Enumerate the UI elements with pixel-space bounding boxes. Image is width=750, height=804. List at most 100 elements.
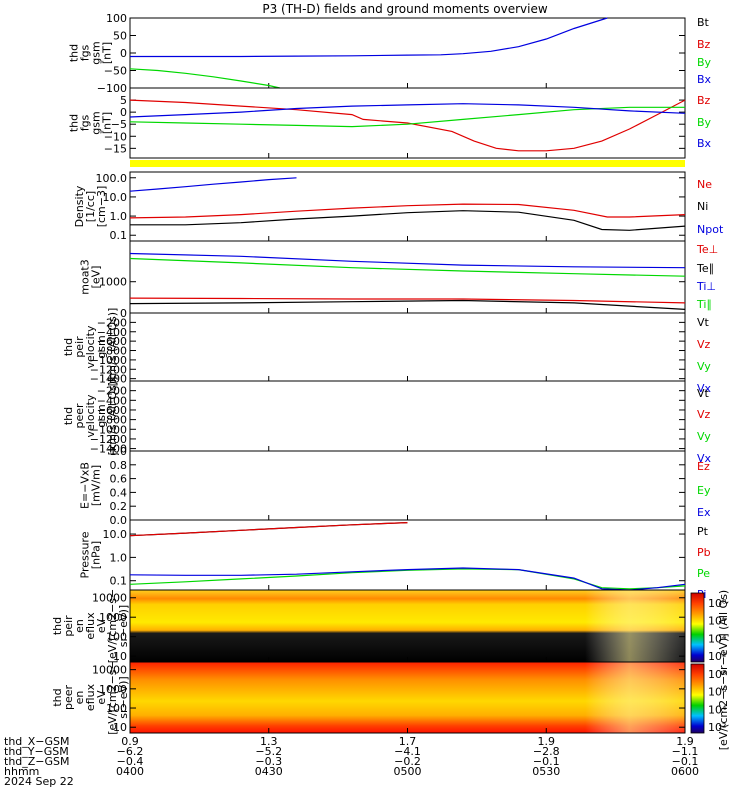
colorbar-tick-label: 10⁸ xyxy=(708,597,727,610)
y-axis-label: en xyxy=(73,619,86,633)
legend-entry: Vy xyxy=(697,430,711,443)
legend-entry: By xyxy=(697,116,712,129)
series-fgs-By xyxy=(129,68,281,89)
y-tick-label: 0.2 xyxy=(110,500,128,513)
y-tick-label: 10.0 xyxy=(103,528,128,541)
y-axis-label: Pressure xyxy=(79,531,92,578)
y-axis-label: fgs xyxy=(79,44,92,61)
ephemeris-value: −0.4 xyxy=(117,755,144,768)
ephemeris-value: 0530 xyxy=(532,765,560,778)
ephemeris-value: 1.3 xyxy=(260,735,278,748)
legend-entry: Npot xyxy=(697,223,724,236)
panel-frame-density xyxy=(129,171,686,242)
legend-entry: Ex xyxy=(697,506,711,519)
ephemeris-value: −0.2 xyxy=(394,755,421,768)
y-tick-label: 100 xyxy=(106,12,127,25)
series-fgs-zoom-Bx xyxy=(129,103,686,118)
y-tick-label: 1.0 xyxy=(110,210,128,223)
series-temp-Ti∥ xyxy=(129,257,686,277)
y-axis-label: peir xyxy=(62,615,75,637)
y-tick-label: −1400 xyxy=(90,443,127,456)
series-temp-Te∥ xyxy=(129,299,686,310)
y-tick-label: 100 xyxy=(106,702,127,715)
y-tick-label: −1400 xyxy=(90,373,127,386)
colorbar xyxy=(690,592,705,663)
y-tick-label: 5 xyxy=(120,94,127,107)
y-axis-label: en xyxy=(73,691,86,705)
colorbar-label: [eV/(cm2−s−sr−eV)] (All Qs) xyxy=(717,590,730,750)
ephemeris-value: 0500 xyxy=(394,765,422,778)
y-tick-label: 0.0 xyxy=(110,514,128,527)
y-axis-label: [nT] xyxy=(101,112,114,134)
y-axis-label: E=−VxB xyxy=(79,462,92,509)
ephemeris-value: −1.1 xyxy=(672,745,699,758)
ephemeris-value: 0400 xyxy=(116,765,144,778)
series-temp-Te⊥ xyxy=(129,297,686,304)
y-tick-label: 0 xyxy=(120,106,127,119)
legend-entry: Bz xyxy=(697,38,711,51)
legend-entry: Vy xyxy=(697,360,711,373)
series-density-Npot xyxy=(129,177,297,192)
colorbar-tick-label: 10⁴ xyxy=(708,703,727,716)
series-temp-Ti⊥ xyxy=(129,252,686,269)
colorbar xyxy=(690,663,705,734)
series-density-Ni xyxy=(130,210,686,231)
y-tick-label: 10 xyxy=(113,721,127,734)
y-tick-label: 0.6 xyxy=(110,473,128,486)
y-axis-label: thd xyxy=(62,338,75,356)
legend-entry: Pe xyxy=(697,567,710,580)
y-axis-label: thd xyxy=(62,407,75,425)
legend-entry: Te∥ xyxy=(696,262,714,275)
ephemeris-value: 0600 xyxy=(671,765,699,778)
ephemeris-label: thd_Z−GSM xyxy=(4,755,70,768)
y-tick-label: 100 xyxy=(106,631,127,644)
y-axis-label: peir xyxy=(73,336,86,358)
legend-entry: Ne xyxy=(697,178,712,191)
legend-entry: Vz xyxy=(697,338,711,351)
y-axis-label: gsm xyxy=(95,404,108,427)
y-tick-label: −50 xyxy=(104,65,127,78)
colorbar-tick-label: 10⁶ xyxy=(708,615,727,628)
y-tick-label: 1000 xyxy=(99,276,127,289)
y-axis-label: sr−eV)] xyxy=(117,676,130,718)
y-axis-label: eflux xyxy=(84,683,97,711)
series-fgs-Bx xyxy=(130,17,608,58)
legend-entry: Bx xyxy=(697,73,712,86)
ephemeris-value: −0.3 xyxy=(255,755,282,768)
ephemeris-label: hhmm xyxy=(4,765,39,778)
legend-entry: Te⊥ xyxy=(696,243,718,256)
y-axis-label: [eV/(cm2−s− xyxy=(106,660,119,735)
y-tick-label: −200 xyxy=(97,385,127,398)
y-tick-label: 50 xyxy=(113,30,127,43)
y-tick-label: 10000 xyxy=(92,664,127,677)
chart-title: P3 (TH-D) fields and ground moments over… xyxy=(262,2,547,16)
y-tick-label: −15 xyxy=(104,142,127,155)
y-axis-label: gsm xyxy=(90,111,103,134)
legend-entry: Bt xyxy=(697,16,710,29)
spectrogram-recovery-region xyxy=(130,662,685,733)
y-tick-label: 10 xyxy=(113,650,127,663)
legend-entry: Vt xyxy=(697,387,710,400)
y-tick-label: −200 xyxy=(97,316,127,329)
y-tick-label: 0.4 xyxy=(110,486,128,499)
ephemeris-value: −4.1 xyxy=(394,745,421,758)
y-tick-label: 1000 xyxy=(99,611,127,624)
y-tick-label: 1000 xyxy=(99,683,127,696)
legend-entry: Ti⊥ xyxy=(696,280,716,293)
ephemeris-label: thd_Y−GSM xyxy=(4,745,69,758)
colorbar-tick-label: 10⁴ xyxy=(708,632,727,645)
series-fgs-zoom-By xyxy=(129,106,685,128)
y-axis-label: [km/s (All Qs)] xyxy=(106,308,119,387)
y-tick-label: 10.0 xyxy=(103,191,128,204)
colorbar-tick-label: 10⁶ xyxy=(708,686,727,699)
panel-frame-temp xyxy=(129,240,686,314)
y-tick-label: −5 xyxy=(111,118,127,131)
y-axis-label: peer xyxy=(62,685,75,711)
legend-entry: Bx xyxy=(697,137,712,150)
legend-entry: Ti∥ xyxy=(696,298,712,311)
y-axis-label: thd xyxy=(51,688,64,706)
y-tick-label: 1.0 xyxy=(110,445,128,458)
y-axis-label: [eV/(cm2−s− xyxy=(106,589,119,664)
legend-entry: By xyxy=(697,56,712,69)
